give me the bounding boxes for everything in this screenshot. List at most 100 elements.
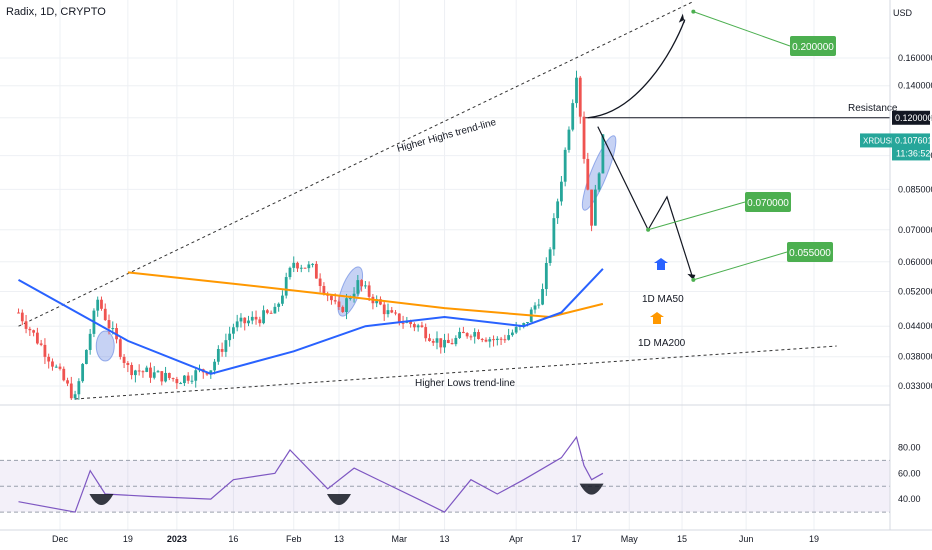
- ma50-line: [18, 268, 604, 375]
- rsi-band: [0, 459, 890, 513]
- ma50-arrow: [654, 258, 668, 270]
- candle-body-128: [499, 338, 503, 340]
- candle-body-9: [51, 361, 54, 367]
- rsi-bottom-marker-1: [326, 493, 351, 505]
- candle-body-73: [292, 262, 296, 268]
- candle-body-41: [171, 378, 175, 380]
- candle-body-91: [360, 280, 363, 287]
- candle-body-115: [450, 343, 454, 345]
- candle-body-36: [152, 372, 156, 378]
- candle-body-31: [134, 370, 137, 376]
- candle-body-130: [507, 335, 511, 340]
- candle-body-39: [164, 372, 167, 382]
- candle-body-154: [597, 173, 601, 190]
- symbol-title: Radix, 1D, CRYPTO: [6, 6, 106, 18]
- price-tick-1: 0.140000: [898, 81, 932, 91]
- candle-body-85: [337, 301, 341, 308]
- ma200-label: 1D MA200: [638, 338, 686, 349]
- candle-body-146: [567, 129, 571, 150]
- candle-body-78: [311, 263, 314, 265]
- higher-highs-trendline: [18, 1, 694, 327]
- candle-body-140: [544, 262, 548, 290]
- candle-body-22: [100, 299, 103, 309]
- candle-body-71: [284, 277, 288, 296]
- price-tick-9: 0.038000: [898, 352, 932, 362]
- candle-body-30: [130, 364, 134, 376]
- time-tick-0: Dec: [52, 534, 69, 544]
- candle-body-52: [213, 361, 216, 371]
- ma200-line: [127, 271, 604, 319]
- candle-body-64: [258, 319, 262, 324]
- rsi-line: [18, 435, 604, 513]
- candle-body-111: [435, 338, 439, 343]
- resistance-axis-value: 0.120000: [895, 113, 932, 123]
- candle-body-59: [239, 317, 243, 322]
- candle-body-70: [281, 295, 284, 304]
- target-box-2: [787, 242, 833, 262]
- candle-body-13: [66, 380, 69, 384]
- candle-body-1: [20, 312, 24, 322]
- candle-body-149: [578, 77, 582, 117]
- current-price-badge: [892, 133, 930, 161]
- rsi-tick-0: 80.00: [898, 442, 921, 452]
- projections: [587, 13, 696, 281]
- time-tick-10: May: [621, 534, 639, 544]
- target-label-1: 0.070000: [747, 198, 789, 209]
- target-box-1: [745, 192, 791, 212]
- candle-body-68: [273, 306, 277, 314]
- candle-body-123: [480, 339, 484, 341]
- candle-body-148: [575, 77, 578, 104]
- candle-body-114: [446, 339, 450, 344]
- candle-body-16: [77, 381, 81, 395]
- target-dot-0: [691, 9, 696, 14]
- highlight-ellipses: [95, 135, 617, 362]
- rsi-bottom-marker-2: [579, 483, 604, 495]
- candle-body-77: [307, 264, 311, 269]
- candle-body-141: [548, 249, 552, 263]
- candle-body-7: [43, 344, 47, 357]
- candle-body-58: [235, 321, 239, 328]
- candle-body-56: [228, 333, 232, 341]
- candle-body-40: [167, 372, 171, 379]
- candle-body-79: [314, 263, 318, 279]
- pattern-ellipse-0: [95, 330, 115, 362]
- candle-body-92: [363, 285, 367, 287]
- price-tick-10: 0.033000: [898, 381, 932, 391]
- currency-label: USD: [892, 8, 912, 18]
- candle-body-127: [495, 338, 499, 340]
- higher-lows-label: Higher Lows trend-line: [415, 378, 515, 389]
- candle-body-14: [69, 383, 73, 399]
- candle-body-76: [303, 267, 307, 269]
- candle-body-44: [183, 375, 186, 384]
- candle-body-109: [428, 338, 431, 341]
- candle-body-100: [394, 312, 397, 314]
- candle-body-60: [243, 317, 247, 324]
- candle-body-87: [345, 298, 348, 312]
- candle-body-112: [439, 338, 443, 348]
- candle-body-72: [288, 267, 292, 278]
- candle-body-147: [571, 103, 575, 130]
- candle-body-65: [262, 310, 265, 324]
- candle-body-66: [265, 310, 269, 313]
- target-label-2: 0.055000: [789, 248, 831, 259]
- candle-body-144: [560, 181, 563, 202]
- candle-body-57: [232, 327, 235, 334]
- current-price-value: 0.107601: [895, 135, 932, 145]
- candle-body-38: [160, 371, 164, 382]
- candle-body-120: [469, 336, 473, 338]
- candle-body-110: [431, 340, 435, 343]
- candle-body-83: [330, 295, 333, 301]
- candle-body-150: [582, 116, 586, 159]
- candle-body-113: [443, 339, 446, 348]
- candle-body-86: [341, 307, 345, 312]
- candle-body-101: [397, 313, 401, 323]
- candle-body-12: [62, 368, 66, 381]
- rsi-tick-1: 60.00: [898, 468, 921, 478]
- projection-up-arrowhead: [678, 13, 685, 24]
- price-tick-4: 0.085000: [898, 184, 932, 194]
- candle-body-93: [367, 285, 371, 297]
- candle-body-90: [356, 280, 360, 294]
- candle-body-142: [552, 218, 556, 250]
- time-tick-13: 19: [809, 534, 819, 544]
